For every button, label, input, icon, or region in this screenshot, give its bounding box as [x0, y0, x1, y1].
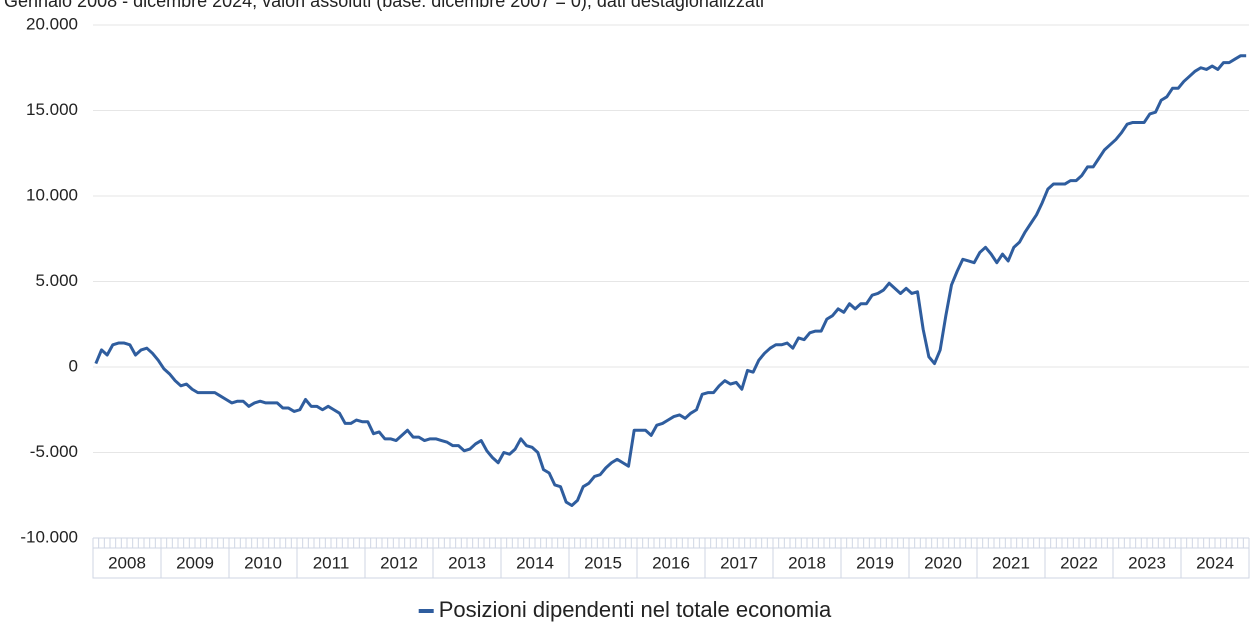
x-tick-label: 2022 — [1060, 553, 1098, 572]
year-box — [1180, 547, 1250, 579]
x-tick-label: 2015 — [584, 553, 622, 572]
x-tick-label: 2020 — [924, 553, 962, 572]
x-tick-label: 2019 — [856, 553, 894, 572]
y-tick-label: 10.000 — [26, 185, 78, 204]
x-tick-label: 2016 — [652, 553, 690, 572]
data-line — [94, 54, 1247, 508]
x-tick-label: 2017 — [720, 553, 758, 572]
y-tick-label: 20.000 — [26, 14, 78, 33]
x-tick-label: 2011 — [313, 553, 350, 572]
x-tick-label: 2014 — [516, 553, 554, 572]
y-tick-label: 0 — [69, 356, 78, 375]
x-tick-label: 2013 — [448, 553, 486, 572]
y-tick-label: 15.000 — [26, 100, 78, 119]
x-tick-label: 2009 — [176, 553, 214, 572]
x-tick-label: 2021 — [992, 553, 1030, 572]
legend-label: Posizioni dipendenti nel totale economia — [439, 597, 832, 622]
x-tick-label: 2008 — [108, 553, 146, 572]
chart-subtitle: Gennaio 2008 - dicembre 2024, valori ass… — [4, 0, 764, 11]
x-tick-label: 2024 — [1196, 553, 1234, 572]
x-tick-label: 2018 — [788, 553, 826, 572]
y-tick-label: -5.000 — [30, 442, 78, 461]
y-tick-label: -10.000 — [20, 527, 78, 546]
y-tick-label: 5.000 — [35, 271, 78, 290]
x-tick-label: 2010 — [244, 553, 282, 572]
x-tick-label: 2023 — [1128, 553, 1166, 572]
x-tick-label: 2012 — [380, 553, 418, 572]
